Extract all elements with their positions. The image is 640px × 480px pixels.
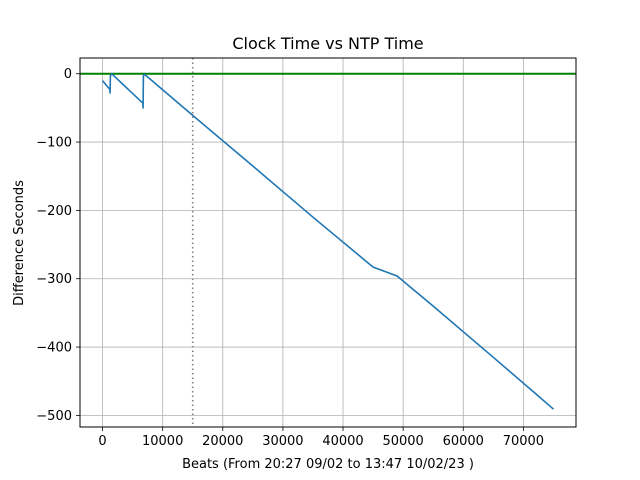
y-tick-label: −200 [36,204,72,219]
y-axis: 0 −100 −200 −300 −400 −500 [36,67,80,424]
x-tick-label: 60000 [443,434,484,449]
series-layer [101,72,555,410]
y-tick-label: 0 [64,67,72,82]
x-tick-label: 0 [98,434,106,449]
plot-frame [79,57,577,428]
series-line [101,72,555,410]
y-tick-label: −300 [36,272,72,287]
reference-lines [80,58,576,427]
x-tick-label: 50000 [382,434,423,449]
y-tick-label: −400 [36,341,72,356]
y-tick-label: −100 [36,136,72,151]
x-tick-label: 30000 [262,434,303,449]
x-tick-label: 70000 [503,434,544,449]
chart-title: Clock Time vs NTP Time [232,34,423,53]
y-axis-label: Difference Seconds [12,180,27,306]
x-tick-label: 20000 [202,434,243,449]
x-axis-label: Beats (From 20:27 09/02 to 13:47 10/02/2… [182,457,474,472]
y-tick-label: −500 [36,409,72,424]
x-tick-label: 40000 [322,434,363,449]
x-tick-label: 10000 [142,434,183,449]
x-axis: 0 10000 20000 30000 40000 50000 60000 70000 [98,427,544,449]
